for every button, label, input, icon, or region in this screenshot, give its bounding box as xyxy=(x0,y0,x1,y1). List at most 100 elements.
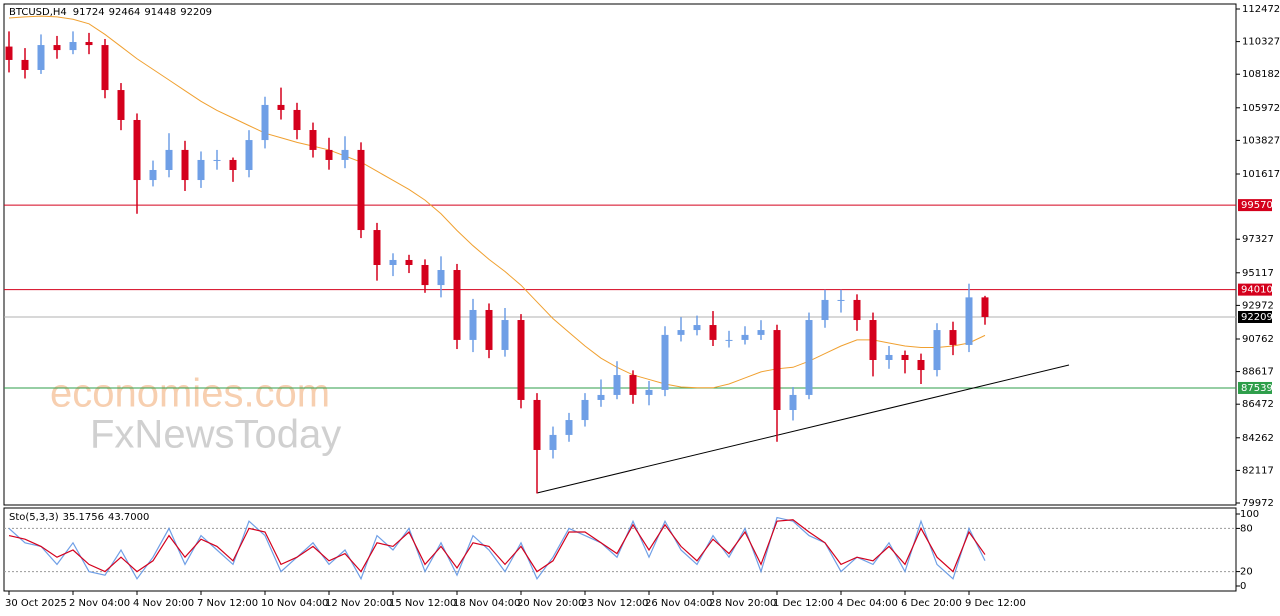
candle-body xyxy=(277,104,285,110)
y-tick-label: 88617 xyxy=(1242,367,1274,378)
y-tick-label: 103827 xyxy=(1242,135,1280,146)
ohlc-high: 92464 xyxy=(109,7,141,18)
x-tick-label: 30 Oct 2025 xyxy=(5,598,67,609)
candle-body xyxy=(357,149,365,231)
candle-body xyxy=(565,420,573,435)
candle-body xyxy=(917,359,925,371)
y-tick-label: 110327 xyxy=(1242,37,1280,48)
ohlc-open: 91724 xyxy=(73,7,105,18)
candle-body xyxy=(837,299,845,301)
x-tick-label: 18 Nov 04:00 xyxy=(453,598,520,609)
osc-tick-label: 80 xyxy=(1240,523,1253,534)
y-tick-label: 86472 xyxy=(1242,399,1274,410)
osc-tick-label: 0 xyxy=(1240,581,1246,592)
candle-body xyxy=(965,297,973,345)
candle-body xyxy=(5,46,13,60)
y-tick-label: 108182 xyxy=(1242,69,1280,80)
candle-body xyxy=(261,104,269,141)
candle-body xyxy=(677,330,685,335)
candle-body xyxy=(21,59,29,70)
candle-body xyxy=(901,354,909,360)
price-level-box xyxy=(1238,199,1272,212)
candle-body xyxy=(501,320,509,350)
y-tick-label: 82117 xyxy=(1242,465,1274,476)
ohlc-close: 92209 xyxy=(180,7,212,18)
candle-body xyxy=(389,259,397,265)
candle-body xyxy=(341,149,349,160)
oscillator-header: Sto(5,3,3) 35.1756 43.7000 xyxy=(9,512,149,523)
y-tick-label: 105972 xyxy=(1242,103,1280,114)
x-tick-label: 9 Dec 12:00 xyxy=(965,598,1026,609)
oscillator-value: 43.7000 xyxy=(108,512,149,523)
candle-body xyxy=(133,119,141,181)
candle-body xyxy=(629,375,637,395)
candle-body xyxy=(453,270,461,340)
price-level-label: 94010 xyxy=(1241,285,1273,296)
oscillator-line xyxy=(8,519,986,573)
osc-tick-label: 20 xyxy=(1240,567,1253,578)
candle-body xyxy=(197,159,205,181)
candle-body xyxy=(869,320,877,360)
candle-body xyxy=(709,325,717,340)
price-level-label: 92209 xyxy=(1241,312,1273,323)
candle-body xyxy=(309,130,317,150)
candle-body xyxy=(293,109,301,131)
x-tick-label: 1 Dec 12:00 xyxy=(773,598,834,609)
x-tick-label: 2 Nov 04:00 xyxy=(69,598,130,609)
candle-body xyxy=(517,320,525,400)
candle-body xyxy=(53,45,61,51)
watermark: economies.com xyxy=(50,372,330,416)
candle-body xyxy=(101,45,109,91)
price-level-box xyxy=(1238,283,1272,296)
price-level-label: 99570 xyxy=(1241,200,1273,211)
y-tick-label: 101617 xyxy=(1242,169,1280,180)
oscillator-title: Sto(5,3,3) xyxy=(9,512,59,523)
x-tick-label: 12 Nov 20:00 xyxy=(325,598,392,609)
x-tick-label: 4 Nov 20:00 xyxy=(133,598,194,609)
candle-body xyxy=(661,334,669,390)
ohlc-low: 91448 xyxy=(144,7,176,18)
candle-body xyxy=(741,334,749,340)
candle-body xyxy=(981,297,989,317)
candle-body xyxy=(245,140,253,170)
candle-body xyxy=(757,330,765,335)
header: BTCUSD,H4 91724 92464 91448 92209 xyxy=(9,7,212,18)
candle-body xyxy=(69,42,77,51)
x-tick-label: 15 Nov 12:00 xyxy=(389,598,456,609)
x-tick-label: 10 Nov 04:00 xyxy=(261,598,328,609)
watermark: FxNewsToday xyxy=(90,413,341,457)
candle-body xyxy=(933,330,941,371)
osc-tick-label: 100 xyxy=(1240,509,1259,520)
candle-body xyxy=(165,149,173,170)
x-tick-label: 6 Dec 20:00 xyxy=(901,598,962,609)
candle-body xyxy=(613,375,621,395)
candle-body xyxy=(149,169,157,181)
y-tick-label: 95117 xyxy=(1242,268,1274,279)
candle-body xyxy=(645,389,653,395)
y-tick-label: 79972 xyxy=(1242,498,1274,509)
x-tick-label: 28 Nov 20:00 xyxy=(709,598,776,609)
candle-body xyxy=(853,299,861,321)
candle-body xyxy=(437,270,445,286)
x-tick-label: 20 Nov 20:00 xyxy=(517,598,584,609)
candle-body xyxy=(549,434,557,450)
candle-body xyxy=(581,399,589,421)
candle-body xyxy=(485,309,493,350)
candle-body xyxy=(725,339,733,341)
main-panel xyxy=(3,3,1237,506)
plot: 79972 82117 84262 86472 88617 90762 92972 95117… xyxy=(4,4,1280,609)
y-tick-label: 92972 xyxy=(1242,300,1274,311)
trendline xyxy=(536,364,1070,494)
y-tick-label: 90762 xyxy=(1242,334,1274,345)
candle-body xyxy=(693,325,701,331)
price-level-box xyxy=(1238,310,1272,323)
y-tick-label: 112472 xyxy=(1242,4,1280,15)
y-tick-label: 97327 xyxy=(1242,234,1274,245)
candle-body xyxy=(821,299,829,321)
price-level-label: 87539 xyxy=(1241,383,1273,394)
candle-body xyxy=(229,159,237,170)
price-level-box xyxy=(1238,381,1272,394)
candle-body xyxy=(85,42,93,46)
